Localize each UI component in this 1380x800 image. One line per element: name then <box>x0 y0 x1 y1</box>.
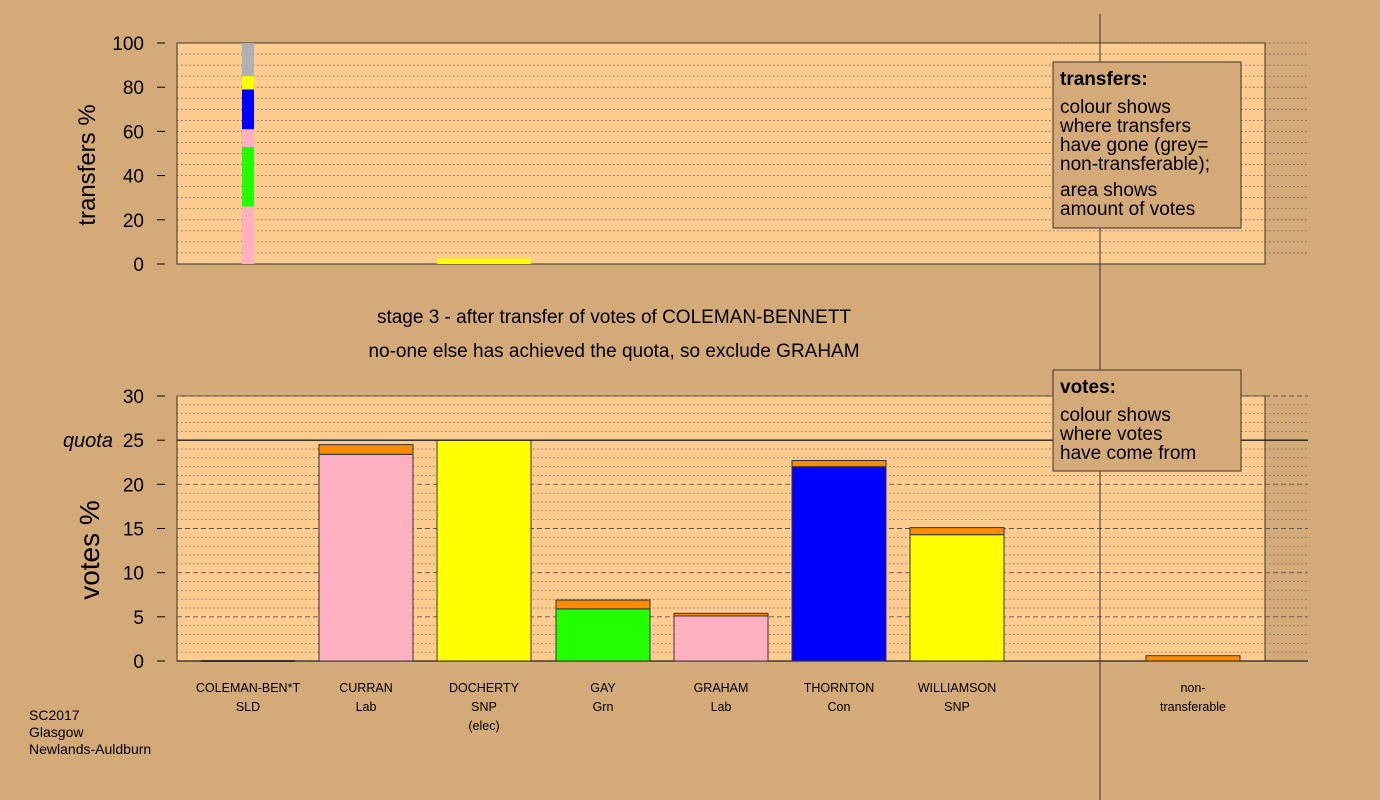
transfers-bars <box>242 43 531 264</box>
candidate-name: CURRAN <box>339 681 392 695</box>
candidate-name: GRAHAM <box>694 681 749 695</box>
stage-subtitle: no-one else has achieved the quota, so e… <box>368 341 859 362</box>
transfer-segment <box>242 76 254 90</box>
transfer-bar <box>791 459 887 468</box>
quota-label: quota <box>63 430 113 452</box>
vote-bar <box>318 453 414 662</box>
transfers-legend-line: area shows <box>1060 180 1157 201</box>
transfers-gridlines <box>177 42 1308 254</box>
transfer-bar <box>318 444 414 455</box>
transfers-legend-line: non-transferable); <box>1060 154 1210 175</box>
transfer-bar <box>673 612 769 617</box>
y-tick-label: 100 <box>112 34 144 55</box>
y-tick-label: 0 <box>133 255 144 276</box>
transfers-legend: transfers: colour shows where transfers … <box>1052 61 1242 229</box>
transfer-segment <box>242 206 254 264</box>
candidate-party: transferable <box>1160 700 1226 714</box>
candidate-name: WILLIAMSON <box>918 681 997 695</box>
transfer-bar <box>909 527 1005 536</box>
y-tick-label: 40 <box>123 167 144 188</box>
footer-election: SC2017 <box>29 707 80 723</box>
vote-bar <box>791 466 887 662</box>
transfers-legend-line: amount of votes <box>1060 199 1195 220</box>
candidate-party: Lab <box>711 700 732 714</box>
candidate-party: (elec) <box>468 719 499 733</box>
candidate-name: COLEMAN-BEN*T <box>196 681 301 695</box>
transfers-y-ticks: 0 20 40 60 80 100 <box>112 34 165 276</box>
transfer-segment <box>242 129 254 147</box>
y-tick-label: 30 <box>123 387 144 408</box>
candidate-party: SLD <box>236 700 260 714</box>
candidate-name: DOCHERTY <box>449 681 520 695</box>
candidate-party: Con <box>828 700 851 714</box>
candidate-name: THORNTON <box>804 681 875 695</box>
vote-bar <box>555 608 651 662</box>
candidate-name: non- <box>1180 681 1205 695</box>
votes-legend-line: where votes <box>1059 424 1162 445</box>
stage-title: stage 3 - after transfer of votes of COL… <box>377 307 851 328</box>
votes-legend: votes: colour shows where votes have com… <box>1052 369 1242 472</box>
candidate-party: Lab <box>356 700 377 714</box>
transfer-segment <box>242 89 254 130</box>
y-tick-label: 5 <box>133 608 144 629</box>
transfers-legend-heading: transfers: <box>1060 69 1148 90</box>
votes-bars <box>201 439 1241 662</box>
transfers-legend-line: colour shows <box>1060 97 1171 118</box>
footer-ward: Newlands-Auldburn <box>29 741 151 757</box>
transfer-segment <box>437 258 531 264</box>
transfer-bar <box>1145 655 1241 662</box>
y-tick-label: 25 <box>123 431 144 452</box>
candidate-party: SNP <box>471 700 497 714</box>
transfer-segment <box>242 43 254 77</box>
transfers-legend-line: where transfers <box>1059 116 1191 137</box>
candidate-name: GAY <box>590 681 616 695</box>
y-tick-label: 0 <box>133 652 144 673</box>
votes-legend-heading: votes: <box>1060 377 1116 398</box>
y-tick-label: 10 <box>123 564 144 585</box>
y-tick-label: 20 <box>123 475 144 496</box>
vote-bar <box>673 615 769 662</box>
footer-council: Glasgow <box>29 724 84 740</box>
transfer-segment <box>242 146 254 207</box>
y-tick-label: 20 <box>123 211 144 232</box>
votes-legend-line: have come from <box>1060 443 1196 464</box>
transfer-bar <box>555 599 651 610</box>
transfers-legend-line: have gone (grey= <box>1060 135 1208 156</box>
y-tick-label: 15 <box>123 520 144 541</box>
vote-bar <box>436 439 532 662</box>
y-tick-label: 80 <box>123 78 144 99</box>
votes-y-ticks: 0 5 10 15 20 25 30 <box>123 387 165 673</box>
candidate-party: SNP <box>944 700 970 714</box>
transfers-y-axis-label: transfers % <box>74 104 101 225</box>
vote-bar <box>909 534 1005 662</box>
y-tick-label: 60 <box>123 122 144 143</box>
votes-y-axis-label: votes % <box>74 500 105 600</box>
votes-legend-line: colour shows <box>1060 405 1171 426</box>
candidate-labels: COLEMAN-BEN*T SLD CURRAN Lab DOCHERTY SNP (ele… <box>196 681 1226 733</box>
candidate-party: Grn <box>593 700 614 714</box>
